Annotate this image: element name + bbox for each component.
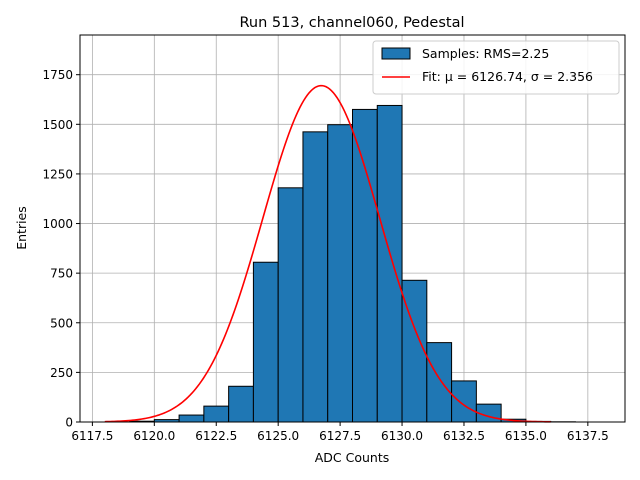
histogram-bar <box>277 187 304 423</box>
histogram-bars <box>129 104 576 423</box>
y-tick-label: 1000 <box>42 217 73 231</box>
x-tick-label: 6117.5 <box>71 429 113 443</box>
x-tick-label: 6132.5 <box>443 429 485 443</box>
x-axis-ticks: 6117.5 6120.0 6122.5 6125.0 6127.5 6130.0 6132… <box>71 422 609 443</box>
histogram-bar <box>203 405 230 423</box>
histogram-bar <box>376 104 403 423</box>
histogram-bar <box>178 414 205 423</box>
y-tick-label: 0 <box>65 416 73 430</box>
histogram-bar <box>451 380 477 423</box>
histogram-bar <box>252 261 279 423</box>
x-tick-label: 6125.0 <box>257 429 299 443</box>
histogram-bar <box>228 385 254 423</box>
y-tick-label: 500 <box>50 316 73 330</box>
histogram-bar <box>302 131 329 423</box>
y-tick-label: 750 <box>50 267 73 281</box>
x-tick-label: 6127.5 <box>319 429 361 443</box>
histogram-bar <box>327 124 353 423</box>
y-tick-label: 1250 <box>42 167 73 181</box>
y-tick-label: 250 <box>50 366 73 380</box>
legend-fit-label: Fit: μ = 6126.74, σ = 2.356 <box>422 69 593 84</box>
x-tick-label: 6135.0 <box>505 429 547 443</box>
x-tick-label: 6122.5 <box>195 429 237 443</box>
histogram-bar <box>352 108 378 423</box>
x-axis-label: ADC Counts <box>315 450 390 465</box>
x-tick-label: 6137.5 <box>567 429 609 443</box>
histogram-bar <box>426 342 453 423</box>
y-tick-label: 1750 <box>42 68 73 82</box>
x-tick-label: 6130.0 <box>381 429 423 443</box>
y-tick-label: 1500 <box>42 118 73 132</box>
plot-frame <box>79 34 626 423</box>
legend: Samples: RMS=2.25 Fit: μ = 6126.74, σ = … <box>372 40 620 95</box>
chart-title: Run 513, channel060, Pedestal <box>239 15 464 31</box>
legend-samples-label: Samples: RMS=2.25 <box>422 46 549 61</box>
y-axis-ticks: 0 250 500 750 1000 1250 1500 1750 <box>42 68 80 430</box>
legend-samples-swatch <box>381 47 411 60</box>
x-tick-label: 6120.0 <box>133 429 175 443</box>
y-axis-label: Entries <box>14 206 29 250</box>
legend-box <box>372 40 620 95</box>
fit-curve <box>104 84 551 423</box>
